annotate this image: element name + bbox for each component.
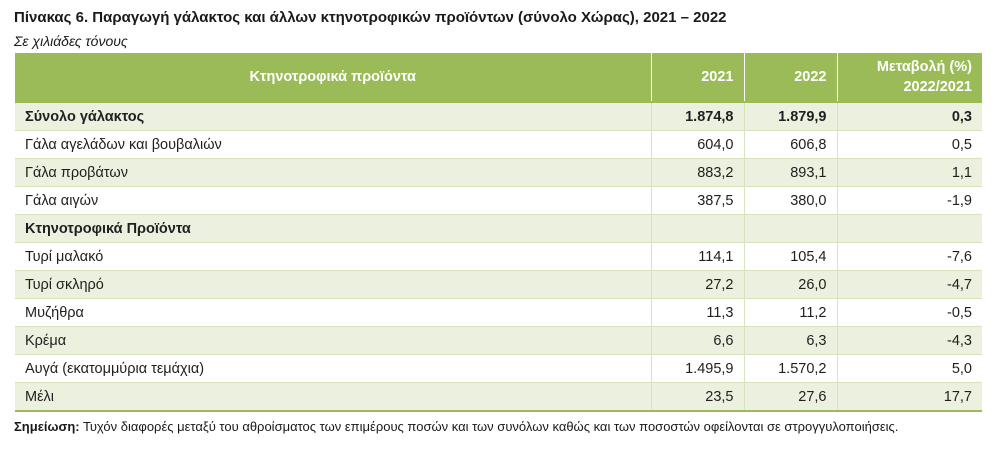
table-title: Πίνακας 6. Παραγωγή γάλακτος και άλλων κ…	[14, 9, 727, 26]
row-change: 17,7	[837, 382, 982, 412]
table-row-section: Κτηνοτροφικά Προϊόντα	[15, 214, 982, 243]
row-value-2022: 6,3	[744, 326, 838, 355]
row-change: 1,1	[837, 158, 982, 187]
table-subtitle: Σε χιλιάδες τόνους	[14, 33, 128, 49]
row-value-2021: 1.874,8	[651, 101, 745, 131]
header-2021: 2021	[651, 53, 745, 102]
row-change: -0,5	[837, 298, 982, 327]
row-value-2022: 26,0	[744, 270, 838, 299]
footnote-text: Τυχόν διαφορές μεταξύ του αθροίσματος τω…	[79, 419, 899, 434]
row-label: Γάλα αγελάδων και βουβαλιών	[15, 130, 652, 159]
row-change: 0,5	[837, 130, 982, 159]
row-label: Σύνολο γάλακτος	[15, 101, 652, 131]
table-row: Γάλα αγελάδων και βουβαλιών 604,0 606,8 …	[15, 130, 982, 159]
row-value-2021: 114,1	[651, 242, 745, 271]
row-value-2022: 11,2	[744, 298, 838, 327]
row-value-2021	[651, 214, 745, 243]
row-value-2022: 606,8	[744, 130, 838, 159]
row-value-2021: 387,5	[651, 186, 745, 215]
row-change: -4,7	[837, 270, 982, 299]
row-change: 0,3	[837, 101, 982, 131]
header-product: Κτηνοτροφικά προϊόντα	[15, 53, 652, 102]
row-change: -4,3	[837, 326, 982, 355]
footnote: Σημείωση: Τυχόν διαφορές μεταξύ του αθρο…	[14, 417, 984, 436]
header-2022: 2022	[744, 53, 838, 102]
row-value-2022: 1.879,9	[744, 101, 838, 131]
table-row: Μέλι 23,5 27,6 17,7	[15, 382, 982, 412]
row-label: Γάλα προβάτων	[15, 158, 652, 187]
footnote-label: Σημείωση:	[14, 419, 80, 434]
table-row: Κρέμα 6,6 6,3 -4,3	[15, 326, 982, 355]
section-label: Κτηνοτροφικά Προϊόντα	[15, 214, 652, 243]
table-row: Τυρί μαλακό 114,1 105,4 -7,6	[15, 242, 982, 271]
table-row: Τυρί σκληρό 27,2 26,0 -4,7	[15, 270, 982, 299]
row-label: Κρέμα	[15, 326, 652, 355]
row-value-2022: 27,6	[744, 382, 838, 412]
row-label: Γάλα αιγών	[15, 186, 652, 215]
row-value-2021: 883,2	[651, 158, 745, 187]
row-value-2022	[744, 214, 838, 243]
header-change: Μεταβολή (%) 2022/2021	[837, 53, 982, 102]
row-change: -1,9	[837, 186, 982, 215]
table-row: Γάλα προβάτων 883,2 893,1 1,1	[15, 158, 982, 187]
table-row: Αυγά (εκατομμύρια τεμάχια) 1.495,9 1.570…	[15, 354, 982, 383]
row-label: Τυρί μαλακό	[15, 242, 652, 271]
header-row: Κτηνοτροφικά προϊόντα 2021 2022 Μεταβολή…	[15, 53, 982, 102]
header-change-line2: 2022/2021	[903, 79, 972, 95]
row-value-2022: 893,1	[744, 158, 838, 187]
row-value-2021: 6,6	[651, 326, 745, 355]
table-row: Μυζήθρα 11,3 11,2 -0,5	[15, 298, 982, 327]
row-value-2021: 11,3	[651, 298, 745, 327]
row-label: Μέλι	[15, 382, 652, 412]
header-change-line1: Μεταβολή (%)	[876, 59, 972, 75]
row-value-2022: 380,0	[744, 186, 838, 215]
row-value-2022: 1.570,2	[744, 354, 838, 383]
row-value-2021: 23,5	[651, 382, 745, 412]
row-change: 5,0	[837, 354, 982, 383]
row-label: Τυρί σκληρό	[15, 270, 652, 299]
row-value-2022: 105,4	[744, 242, 838, 271]
table-row-total-milk: Σύνολο γάλακτος 1.874,8 1.879,9 0,3	[15, 101, 982, 131]
row-value-2021: 604,0	[651, 130, 745, 159]
row-label: Αυγά (εκατομμύρια τεμάχια)	[15, 354, 652, 383]
table-row: Γάλα αιγών 387,5 380,0 -1,9	[15, 186, 982, 215]
row-value-2021: 27,2	[651, 270, 745, 299]
row-change: -7,6	[837, 242, 982, 271]
row-value-2021: 1.495,9	[651, 354, 745, 383]
row-change	[837, 214, 982, 243]
production-table: Κτηνοτροφικά προϊόντα 2021 2022 Μεταβολή…	[15, 53, 982, 412]
row-label: Μυζήθρα	[15, 298, 652, 327]
